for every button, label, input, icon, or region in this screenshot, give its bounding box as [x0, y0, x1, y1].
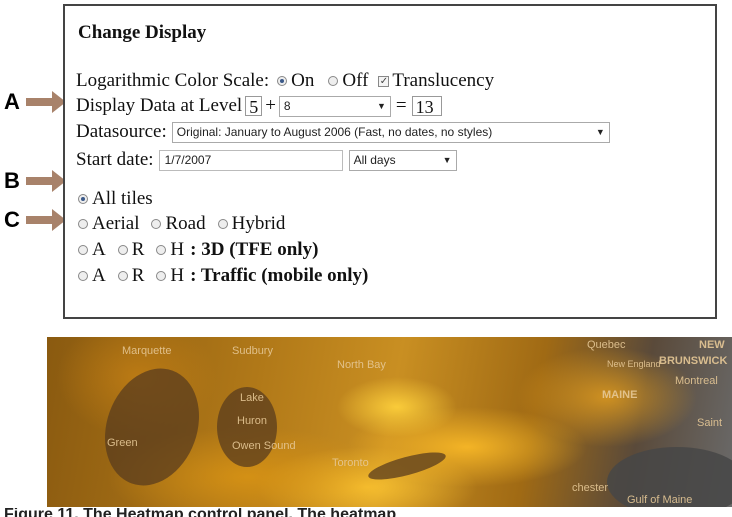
annotation-c: C	[4, 207, 66, 233]
annotation-b: B	[4, 168, 66, 194]
map-type-row: Aerial Road Hybrid	[76, 213, 285, 235]
map-label: Marquette	[122, 345, 172, 357]
translucency-label: Translucency	[392, 70, 495, 91]
map-label: Huron	[237, 415, 267, 427]
road-label: Road	[165, 213, 206, 234]
log-scale-label: Logarithmic Color Scale:	[76, 70, 270, 91]
log-on-radio[interactable]	[277, 76, 288, 86]
road-radio[interactable]	[151, 219, 162, 229]
map-label: chester	[572, 482, 609, 494]
level-offset-select[interactable]: 8 ▼	[278, 95, 391, 117]
three-d-a-radio[interactable]	[78, 245, 88, 255]
arrow-icon	[26, 170, 66, 192]
annotation-letter: A	[4, 89, 20, 114]
level-offset-value: 8	[283, 99, 291, 113]
date-range-value: All days	[353, 153, 396, 167]
heatmap-map[interactable]: Marquette Sudbury North Bay Lake Huron O…	[47, 337, 732, 507]
datasource-select[interactable]: Original: January to August 2006 (Fast, …	[171, 121, 610, 143]
aerial-label: Aerial	[92, 213, 140, 234]
chevron-down-icon: ▼	[595, 127, 605, 137]
map-label: Saint	[697, 417, 723, 429]
map-label: Gulf of Maine	[627, 494, 693, 506]
map-label: MAINE	[602, 389, 638, 401]
map-label: Sudbury	[232, 345, 273, 357]
map-label: Owen Sound	[232, 440, 296, 452]
three-d-label: : 3D (TFE only)	[190, 239, 319, 260]
three-d-h-label: H	[170, 239, 185, 260]
panel-title: Change Display	[78, 22, 207, 43]
map-label: Toronto	[332, 457, 369, 469]
three-d-r-label: R	[131, 239, 145, 260]
map-label: New England	[607, 359, 661, 369]
ocean-shape	[607, 447, 732, 507]
aerial-radio[interactable]	[78, 219, 88, 229]
traffic-h-label: H	[170, 265, 185, 286]
start-date-input[interactable]: 1/7/2007	[158, 149, 343, 171]
traffic-a-radio[interactable]	[78, 271, 88, 281]
level-plus: +	[265, 95, 276, 116]
traffic-label: : Traffic (mobile only)	[190, 265, 369, 286]
arrow-icon	[26, 91, 66, 113]
arrow-icon	[26, 209, 66, 231]
date-range-select[interactable]: All days ▼	[348, 149, 457, 171]
datasource-row: Datasource: Original: January to August …	[76, 121, 610, 143]
log-on-label: On	[291, 70, 315, 91]
traffic-h-radio[interactable]	[156, 271, 167, 281]
map-label: Quebec	[587, 339, 626, 351]
hybrid-radio[interactable]	[217, 219, 228, 229]
log-off-radio[interactable]	[328, 76, 339, 86]
annotation-a: A	[4, 89, 66, 115]
start-date-row: Start date: 1/7/2007 All days ▼	[76, 149, 457, 171]
log-scale-row: Logarithmic Color Scale: On Off ✓ Transl…	[76, 70, 494, 92]
datasource-label: Datasource:	[76, 121, 167, 142]
annotation-letter: B	[4, 168, 20, 193]
map-label: Green	[107, 437, 138, 449]
three-d-r-radio[interactable]	[117, 245, 128, 255]
chevron-down-icon: ▼	[376, 101, 386, 111]
all-tiles-radio[interactable]	[78, 194, 88, 204]
traffic-a-label: A	[92, 265, 106, 286]
translucency-checkbox[interactable]: ✓	[378, 75, 390, 87]
map-label: Lake	[240, 392, 264, 404]
datasource-value: Original: January to August 2006 (Fast, …	[176, 125, 493, 139]
map-label: Montreal	[675, 375, 718, 387]
change-display-panel: Change Display Logarithmic Color Scale: …	[63, 4, 717, 319]
all-tiles-label: All tiles	[92, 188, 153, 209]
caption-text: Figure 11. The Heatmap control panel. Th…	[4, 508, 397, 517]
start-date-label: Start date:	[76, 149, 154, 170]
level-equals: =	[395, 95, 407, 116]
map-label: North Bay	[337, 359, 386, 371]
level-label: Display Data at Level	[76, 95, 243, 116]
traffic-r-radio[interactable]	[117, 271, 128, 281]
lake-shape	[366, 446, 448, 486]
chevron-down-icon: ▼	[442, 155, 452, 165]
log-off-label: Off	[342, 70, 369, 91]
map-label: BRUNSWICK	[659, 355, 728, 367]
level-base-field[interactable]: 5	[245, 96, 263, 117]
three-d-h-radio[interactable]	[156, 245, 167, 255]
lake-shape	[217, 387, 277, 467]
level-row: Display Data at Level 5 + 8 ▼ = 13	[76, 95, 442, 117]
level-result-field[interactable]: 13	[411, 96, 442, 117]
traffic-row: A R H : Traffic (mobile only)	[76, 265, 368, 287]
map-label: NEW	[699, 339, 725, 351]
three-d-a-label: A	[92, 239, 106, 260]
figure-caption: Figure 11. The Heatmap control panel. Th…	[0, 508, 732, 517]
hybrid-label: Hybrid	[231, 213, 286, 234]
all-tiles-row: All tiles	[76, 188, 153, 210]
annotation-letter: C	[4, 207, 20, 232]
traffic-r-label: R	[131, 265, 145, 286]
three-d-row: A R H : 3D (TFE only)	[76, 239, 318, 261]
lake-shape	[89, 355, 215, 499]
